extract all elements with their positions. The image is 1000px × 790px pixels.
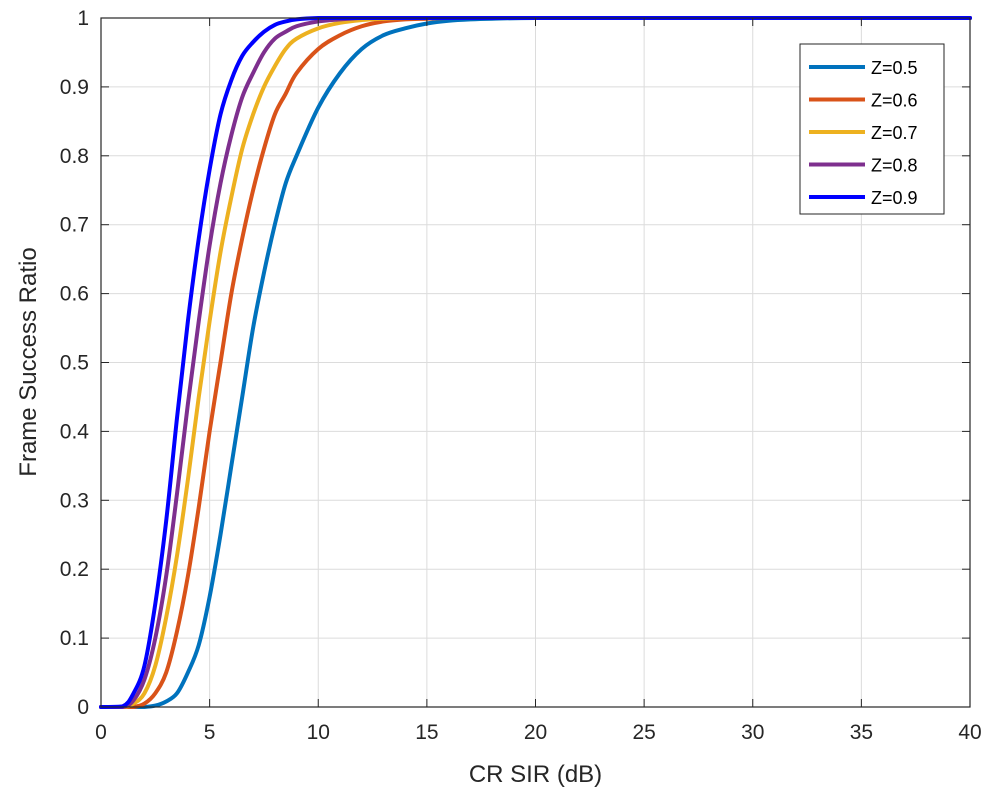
y-tick-labels: 0 0.1 0.2 0.3 0.4 0.5 0.6 0.7 0.8 0.9 1: [60, 7, 90, 719]
y-tick-label: 0.1: [60, 627, 89, 650]
legend-label: Z=0.5: [871, 58, 918, 78]
y-tick-label: 0.9: [60, 76, 89, 99]
x-tick-label: 30: [741, 721, 764, 744]
y-tick-label: 0.6: [60, 283, 89, 306]
x-axis-label: CR SIR (dB): [469, 761, 602, 788]
legend-label: Z=0.7: [871, 123, 918, 143]
y-tick-label: 0.8: [60, 145, 89, 168]
legend-label: Z=0.6: [871, 91, 918, 111]
y-tick-label: 1: [77, 7, 89, 30]
x-tick-label: 5: [204, 721, 216, 744]
legend: Z=0.5 Z=0.6 Z=0.7 Z=0.8 Z=0.9: [799, 43, 945, 215]
x-tick-label: 40: [958, 721, 981, 744]
legend-label: Z=0.8: [871, 156, 918, 176]
x-tick-label: 20: [524, 721, 547, 744]
y-tick-label: 0.5: [60, 352, 89, 375]
x-tick-label: 10: [307, 721, 330, 744]
axis-ticks: [100, 17, 971, 708]
x-tick-label: 15: [415, 721, 438, 744]
y-tick-label: 0.2: [60, 558, 89, 581]
x-tick-labels: 0 5 10 15 20 25 30 35 40: [95, 721, 982, 744]
y-tick-label: 0.4: [60, 420, 90, 443]
y-axis-label: Frame Success Ratio: [15, 247, 42, 476]
legend-box: [799, 43, 945, 215]
x-tick-label: 0: [95, 721, 107, 744]
y-tick-label: 0.3: [60, 489, 89, 512]
y-tick-label: 0: [77, 696, 89, 719]
x-tick-label: 35: [850, 721, 873, 744]
legend-label: Z=0.9: [871, 188, 918, 208]
x-tick-label: 25: [632, 721, 655, 744]
y-tick-label: 0.7: [60, 214, 89, 237]
